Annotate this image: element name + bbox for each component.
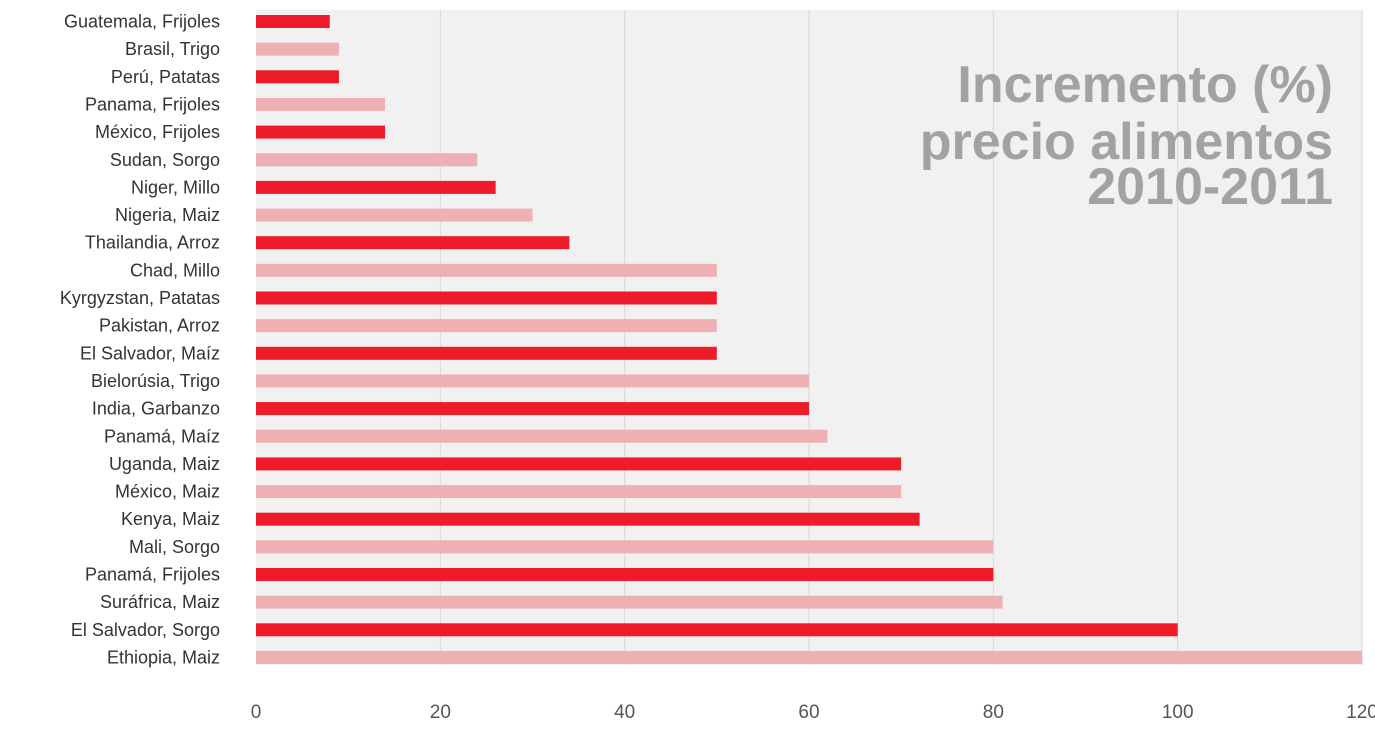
category-label: México, Maiz xyxy=(115,482,220,502)
category-label: Chad, Millo xyxy=(130,260,220,280)
x-tick-label: 20 xyxy=(430,702,451,723)
category-label: Perú, Patatas xyxy=(111,67,220,87)
category-label: Ethiopia, Maiz xyxy=(107,647,220,667)
bar xyxy=(256,457,902,471)
category-label: Panama, Frijoles xyxy=(85,94,220,114)
category-labels: Guatemala, Frijoles Brasil, Trigo Perú, Pa… xyxy=(60,12,220,668)
bar xyxy=(256,568,994,581)
bars xyxy=(256,15,1362,664)
category-label: Bielorúsia, Trigo xyxy=(91,371,220,391)
category-label: Kyrgyzstan, Patatas xyxy=(60,288,220,308)
bar xyxy=(256,402,809,416)
category-label: El Salvador, Sorgo xyxy=(71,620,220,640)
category-label: Thailandia, Arroz xyxy=(85,233,220,253)
bar xyxy=(256,540,994,554)
category-label: Sudan, Sorgo xyxy=(110,150,220,170)
bar xyxy=(256,595,1003,609)
x-tick-label: 100 xyxy=(1162,702,1194,723)
category-label: Panamá, Maíz xyxy=(104,426,220,446)
bar xyxy=(256,42,339,56)
bar xyxy=(256,125,386,139)
category-label: Brasil, Trigo xyxy=(125,39,220,59)
bar xyxy=(256,15,330,28)
bar xyxy=(256,263,717,277)
bar xyxy=(256,512,920,526)
category-label: Kenya, Maiz xyxy=(121,509,220,529)
bar xyxy=(256,97,386,111)
chart-title-line-2: precio alimentos xyxy=(920,113,1333,171)
category-label: Panamá, Frijoles xyxy=(85,565,220,585)
category-label: Suráfrica, Maiz xyxy=(100,592,220,612)
category-label: Nigeria, Maiz xyxy=(115,205,220,225)
bar xyxy=(256,153,478,167)
category-label: Pakistan, Arroz xyxy=(99,316,220,336)
category-label: Niger, Millo xyxy=(131,177,220,197)
gridlines xyxy=(439,10,1363,665)
bar xyxy=(256,374,809,388)
bar xyxy=(256,429,828,443)
category-label: El Salvador, Maíz xyxy=(80,343,220,363)
x-tick-label: 0 xyxy=(251,702,262,723)
bar xyxy=(256,70,339,84)
bar xyxy=(256,346,717,360)
category-label: Guatemala, Frijoles xyxy=(64,12,220,32)
bar xyxy=(256,236,570,250)
chart-title-line-3: 2010-2011 xyxy=(1087,158,1333,216)
bar xyxy=(256,650,1362,664)
x-tick-label: 80 xyxy=(983,702,1004,723)
bar xyxy=(256,208,533,222)
category-label: México, Frijoles xyxy=(95,122,220,142)
x-tick-label: 40 xyxy=(614,702,635,723)
x-tick-label: 60 xyxy=(798,702,819,723)
chart-title-line-1: Incremento (%) xyxy=(957,56,1333,114)
bar xyxy=(256,623,1178,637)
category-label: Mali, Sorgo xyxy=(129,537,220,557)
category-label: India, Garbanzo xyxy=(92,399,220,419)
bar xyxy=(256,291,717,305)
x-tick-label: 120 xyxy=(1346,702,1375,723)
bar xyxy=(256,319,717,333)
category-label: Uganda, Maiz xyxy=(109,454,220,474)
x-tick-labels: 0 20 40 60 80 100 120 xyxy=(251,702,1375,723)
bar xyxy=(256,180,496,194)
bar xyxy=(256,485,902,499)
